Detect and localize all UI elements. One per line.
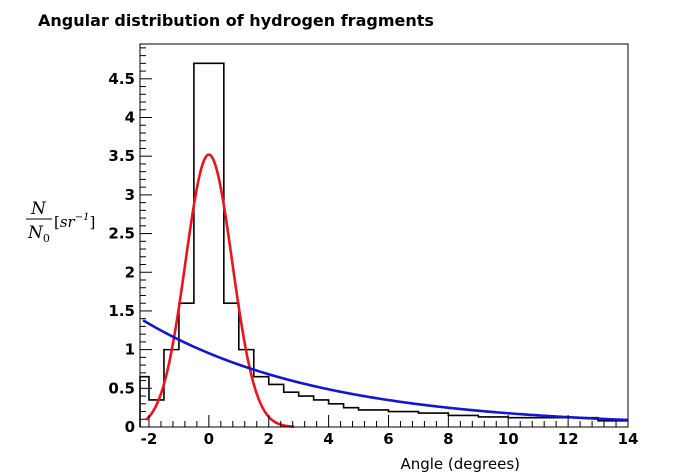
histogram-bin: [388, 412, 418, 427]
chart-title: Angular distribution of hydrogen fragmen…: [38, 11, 434, 30]
fit-curves: [142, 153, 629, 428]
histogram-bin: [344, 408, 359, 427]
x-tick-label: -2: [141, 430, 158, 448]
histogram-bin: [359, 410, 389, 427]
x-axis-label: Angle (degrees): [400, 455, 520, 473]
y-tick-label: 2: [125, 263, 135, 281]
y-label-denominator: N0: [27, 223, 50, 245]
y-tick-label: 1: [125, 341, 135, 359]
y-tick-label: 3.5: [108, 147, 135, 165]
x-tick-label: 14: [618, 430, 639, 448]
plot-frame: [139, 43, 629, 428]
histogram-bin: [194, 63, 224, 427]
histogram: [139, 62, 628, 427]
y-tick-label: 2.5: [108, 225, 135, 243]
histogram-bin: [329, 404, 344, 427]
y-tick-label: 4: [125, 109, 135, 127]
histogram-bin: [478, 417, 508, 427]
x-tick-label: 0: [204, 430, 214, 448]
histogram-bin: [299, 396, 314, 427]
y-tick-label: 4.5: [108, 70, 135, 88]
x-tick-label: 12: [558, 430, 579, 448]
histogram-bin: [239, 350, 254, 427]
x-tick-label: 4: [323, 430, 333, 448]
histogram-outline: [139, 62, 628, 427]
y-label-numerator: N: [30, 199, 47, 219]
histogram-bin: [284, 392, 299, 427]
histogram-bin: [164, 350, 179, 427]
axes: 0 0.5 1 1.5 2 2.5 3 3.5 4 4.5 -2 0 2 4 6 8 10 12 14: [108, 43, 639, 448]
exponential-fit-curve: [142, 319, 629, 422]
histogram-bin: [448, 415, 478, 427]
y-tick-label: 0: [125, 418, 135, 436]
histogram-bin: [538, 418, 568, 427]
y-tick-label: 1.5: [108, 302, 135, 320]
y-label-unit: [sr−1]: [54, 212, 95, 231]
histogram-bin: [314, 400, 329, 427]
x-tick-label: 2: [264, 430, 274, 448]
histogram-bin: [598, 421, 628, 427]
x-tick-label: 8: [443, 430, 453, 448]
y-tick-label: 3: [125, 186, 135, 204]
histogram-bin: [254, 377, 269, 427]
y-axis-label: N N0 [sr−1]: [26, 199, 95, 245]
histogram-bin: [179, 303, 194, 427]
x-tick-label: 6: [383, 430, 393, 448]
histogram-bin: [508, 418, 538, 427]
x-tick-label: 10: [498, 430, 519, 448]
histogram-bin: [418, 413, 448, 427]
y-tick-label: 0.5: [108, 379, 135, 397]
gaussian-fit-curve: [145, 153, 295, 428]
